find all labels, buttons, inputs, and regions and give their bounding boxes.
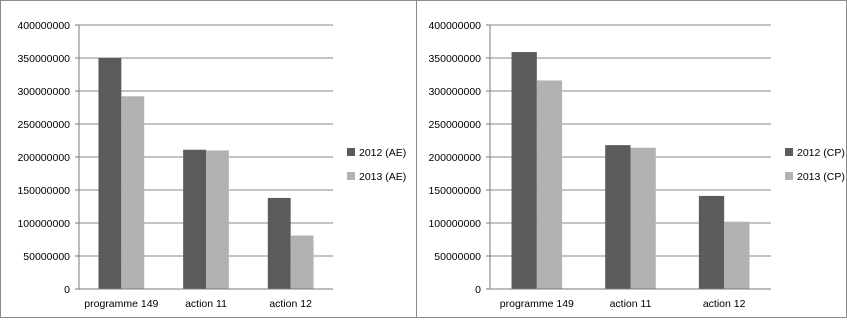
ae-y-tick-label: 350000000 bbox=[17, 53, 70, 65]
ae-x-category-label: programme 149 bbox=[84, 298, 158, 310]
cp-x-category-label: programme 149 bbox=[500, 298, 574, 310]
ae-legend-swatch bbox=[347, 172, 355, 180]
cp-bar-2012-0 bbox=[511, 52, 537, 290]
ae-bar-2013-2 bbox=[290, 235, 314, 289]
chart-panel-cp: 0 50000000 100000000 150000000 200000000 2500… bbox=[416, 0, 847, 318]
ae-bar-2013-1 bbox=[206, 150, 229, 289]
cp-y-tick-label: 350000000 bbox=[428, 53, 481, 65]
ae-bar-2012-1 bbox=[183, 149, 206, 289]
ae-y-tick-label: 400000000 bbox=[17, 20, 70, 32]
ae-bar-2012-0 bbox=[98, 58, 122, 289]
ae-legend-swatch bbox=[347, 148, 355, 156]
ae-y-tick-label: 100000000 bbox=[17, 218, 70, 230]
ae-legend-label: 2013 (AE) bbox=[359, 171, 406, 183]
cp-y-tick-label: 300000000 bbox=[428, 86, 481, 98]
ae-x-category-label: action 12 bbox=[269, 298, 312, 310]
cp-x-category-label: action 12 bbox=[703, 298, 746, 310]
cp-legend-label: 2012 (CP) bbox=[797, 147, 845, 159]
chart-cp-svg: 0 50000000 100000000 150000000 200000000 2500… bbox=[428, 20, 845, 310]
ae-y-tick-label: 150000000 bbox=[17, 185, 70, 197]
cp-legend-swatch bbox=[785, 148, 793, 156]
cp-bar-2012-1 bbox=[605, 145, 631, 289]
cp-x-category-label: action 11 bbox=[610, 298, 652, 310]
chart-ae-svg: 0 50000000 100000000 150000000 200000000 2500… bbox=[17, 20, 406, 310]
ae-y-tick-label: 0 bbox=[64, 284, 70, 296]
ae-legend-label: 2012 (AE) bbox=[359, 147, 406, 159]
cp-y-tick-label: 200000000 bbox=[428, 152, 481, 164]
cp-bar-2013-0 bbox=[536, 80, 563, 289]
ae-y-tick-label: 50000000 bbox=[23, 251, 70, 263]
cp-bar-2013-1 bbox=[630, 147, 656, 289]
cp-y-tick-label: 400000000 bbox=[428, 20, 481, 32]
ae-y-tick-label: 250000000 bbox=[17, 119, 70, 131]
ae-y-tick-label: 300000000 bbox=[17, 86, 70, 98]
chart-panel-ae: 0 50000000 100000000 150000000 200000000 2500… bbox=[0, 0, 417, 318]
cp-legend-label: 2013 (CP) bbox=[797, 171, 845, 183]
cp-y-tick-label: 250000000 bbox=[428, 119, 481, 131]
cp-bar-2013-2 bbox=[724, 221, 750, 289]
cp-y-tick-label: 50000000 bbox=[434, 251, 481, 263]
cp-bar-2012-2 bbox=[698, 195, 725, 289]
cp-y-tick-label: 100000000 bbox=[428, 218, 481, 230]
cp-legend-swatch bbox=[785, 172, 793, 180]
ae-bar-2013-0 bbox=[121, 96, 145, 289]
ae-x-category-label: action 11 bbox=[185, 298, 227, 310]
ae-y-tick-label: 200000000 bbox=[17, 152, 70, 164]
cp-y-tick-label: 150000000 bbox=[428, 185, 481, 197]
ae-bar-2012-2 bbox=[267, 197, 291, 289]
cp-y-tick-label: 0 bbox=[475, 284, 481, 296]
